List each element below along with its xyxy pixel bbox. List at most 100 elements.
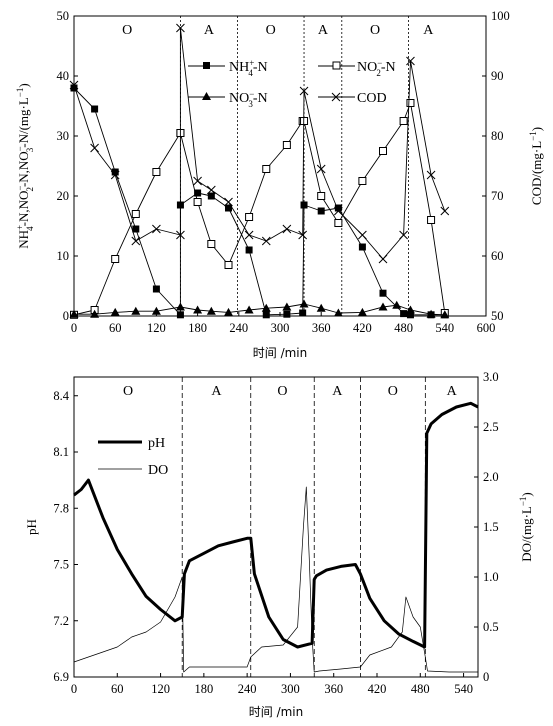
top-x-tick-label-9: 540 [435, 321, 454, 335]
bottom-y-tick-label-2: 7.5 [53, 558, 69, 572]
top-point-no3n-9 [244, 305, 254, 314]
bottom-y-right-tick-label-6: 3.0 [483, 370, 499, 384]
top-point-cod-2 [110, 170, 120, 180]
top-point-nh4n-14 [300, 201, 308, 209]
top-point-no2n-11 [262, 165, 271, 173]
bottom-x-tick-label-4: 240 [238, 682, 257, 696]
top-point-no3n-0 [69, 309, 79, 318]
top-y-tick-label-1: 10 [57, 249, 70, 263]
top-y-right-tick-label-2: 70 [491, 189, 504, 203]
top-x-tick-label-6: 360 [312, 321, 331, 335]
top-point-no2n-18 [379, 147, 387, 155]
top-point-no3n-16 [378, 302, 388, 311]
bottom-phase-label-1: A [211, 384, 222, 399]
bottom-series [73, 401, 479, 673]
legend-item-no2: NO− 2-N [318, 58, 396, 78]
bottom-x-ticks: 0 60 120 180 240 300 360 420 480 540 [71, 673, 473, 696]
top-point-no3n-20 [440, 310, 450, 319]
bottom-phase-boundaries [181, 377, 426, 677]
top-point-nh4n-0 [70, 84, 78, 92]
top-point-no3n-11 [282, 302, 292, 311]
bottom-x-tick-label-8: 480 [411, 682, 430, 696]
bottom-series-line-ph [73, 401, 479, 649]
top-x-tick-label-5: 300 [271, 321, 290, 335]
top-point-no3n-10 [261, 303, 271, 312]
bottom-y-tick-label-1: 7.2 [53, 614, 69, 628]
top-x-tick-label-0: 0 [71, 321, 77, 335]
legend-item-nh4: NH+ 4-N [188, 58, 268, 78]
top-point-cod-16 [334, 206, 343, 216]
legend-label-ph: pH [148, 436, 165, 451]
top-point-cod-20 [406, 56, 415, 66]
top-point-no2n-8 [207, 240, 216, 248]
top-y-axis-label-right: COD/(mg·L−1) [528, 127, 544, 205]
top-point-cod-12 [282, 224, 292, 234]
bottom-x-tick-label-0: 0 [71, 682, 77, 696]
top-point-no2n-4 [152, 168, 161, 176]
legend-item-no3: NO− 3-N [188, 89, 268, 109]
top-point-cod-18 [378, 254, 388, 264]
top-point-nh4n-9 [225, 204, 232, 212]
top-point-cod-3 [131, 236, 141, 246]
top-point-no2n-12 [282, 141, 291, 149]
bottom-y-right-tick-label-1: 0.5 [483, 620, 499, 634]
top-point-cod-0 [69, 80, 79, 90]
bottom-y-ticks-left: 6.9 7.2 7.5 7.8 8.1 8.4 [53, 389, 78, 684]
top-point-no3n-13 [316, 303, 326, 312]
top-phase-label-2: O [266, 23, 276, 38]
top-point-nh4n-3 [132, 225, 140, 233]
top-series-line-nh4n [73, 87, 445, 316]
top-point-no3n-18 [405, 305, 415, 314]
top-point-no2n-17 [358, 177, 367, 185]
bottom-x-tick-label-3: 180 [194, 682, 213, 696]
top-x-tick-label-10: 600 [477, 321, 496, 335]
bottom-phase-label-4: O [388, 384, 398, 399]
top-point-no3n-8 [224, 307, 233, 316]
bottom-y-right-tick-label-3: 1.5 [483, 520, 499, 534]
top-y-tick-label-2: 20 [57, 189, 70, 203]
top-phase-label-4: O [370, 23, 380, 38]
top-point-cod-21 [426, 170, 436, 180]
top-x-tick-label-1: 60 [109, 321, 122, 335]
top-point-no3n-15 [357, 307, 367, 316]
bottom-y-right-tick-label-5: 2.5 [483, 420, 499, 434]
legend-item-cod: COD [318, 91, 387, 106]
top-point-no2n-3 [131, 210, 140, 218]
top-point-no3n-19 [426, 309, 436, 318]
top-point-no2n-9 [224, 261, 233, 269]
top-point-no3n-17 [392, 300, 402, 309]
bottom-y-axis-label-right: DO/(mg·L−1) [518, 492, 534, 562]
legend-label-do: DO [148, 463, 168, 478]
legend-label-no3: NO− 3-N [229, 89, 268, 109]
top-point-nh4n-13 [299, 309, 307, 317]
top-point-cod-6 [176, 23, 185, 33]
top-point-cod-17 [358, 230, 367, 240]
top-point-cod-19 [399, 230, 408, 240]
bottom-y-right-tick-label-4: 2.0 [483, 470, 499, 484]
bottom-phase-label-3: A [332, 384, 343, 399]
top-point-no2n-20 [406, 99, 415, 107]
top-point-cod-5 [176, 230, 185, 240]
top-point-nh4n-15 [317, 207, 325, 215]
bottom-x-tick-label-7: 420 [368, 682, 387, 696]
bottom-x-axis-label: 时间 /min [249, 705, 304, 719]
top-point-nh4n-10 [245, 246, 253, 254]
top-point-nh4n-5 [176, 311, 184, 319]
top-y-ticks-left: 0 10 20 30 40 50 [57, 9, 78, 323]
top-point-cod-9 [224, 197, 233, 207]
bottom-phase-label-0: O [123, 384, 133, 399]
top-phase-label-0: O [122, 23, 132, 38]
top-point-nh4n-1 [91, 105, 99, 113]
bottom-y-tick-label-4: 8.1 [53, 445, 69, 459]
top-point-cod-4 [152, 224, 161, 234]
top-y-right-tick-label-4: 90 [491, 69, 504, 83]
bottom-plot-frame [73, 376, 479, 678]
top-series-line-no3n [74, 303, 445, 316]
top-y-right-tick-label-0: 50 [491, 309, 504, 323]
top-point-cod-1 [90, 143, 99, 153]
top-point-no3n-12 [299, 299, 309, 308]
bottom-legend: pH DO [98, 436, 168, 478]
